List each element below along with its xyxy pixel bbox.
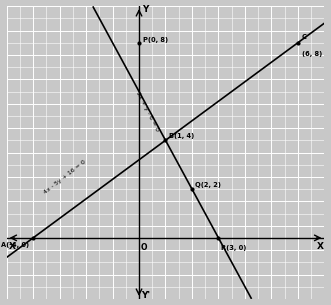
- Text: 4x - 5y + 16 = 0: 4x - 5y + 16 = 0: [43, 159, 87, 195]
- Text: X: X: [8, 242, 16, 251]
- Text: Y: Y: [142, 5, 149, 14]
- Text: R(3, 0): R(3, 0): [221, 245, 247, 251]
- Text: (6, 8): (6, 8): [302, 51, 322, 57]
- Text: Q(2, 2): Q(2, 2): [195, 182, 221, 188]
- Text: Y': Y': [141, 291, 150, 300]
- Text: X: X: [317, 242, 324, 251]
- Text: B(1, 4): B(1, 4): [169, 133, 194, 139]
- Text: P(0, 8): P(0, 8): [143, 37, 168, 43]
- Text: O: O: [141, 243, 148, 252]
- Text: C: C: [302, 34, 307, 40]
- Text: A(-4, 0): A(-4, 0): [1, 242, 29, 248]
- Text: 2x + y - 6 = 0: 2x + y - 6 = 0: [135, 90, 159, 132]
